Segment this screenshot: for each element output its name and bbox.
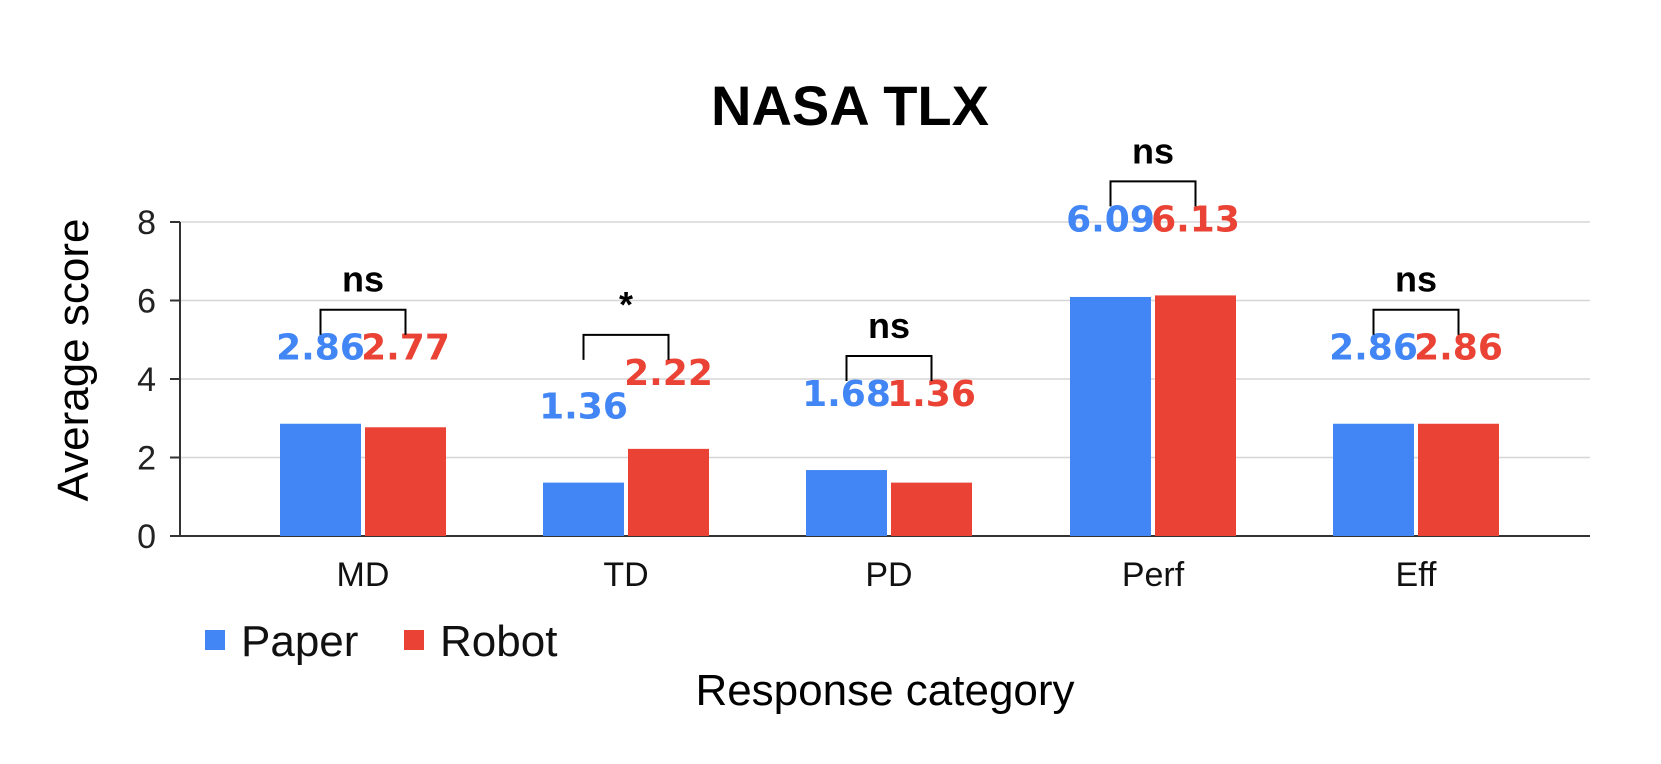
y-axis-title: Average score [49, 219, 98, 502]
bar-robot-eff [1418, 423, 1499, 536]
significance-label-md: ns [342, 259, 384, 300]
bar-robot-pd [891, 482, 972, 536]
x-tick-label-md: MD [337, 556, 390, 594]
significance-label-td: * [619, 284, 633, 325]
data-label-paper-td: 1.36 [539, 387, 628, 428]
y-tick-label-6: 6 [137, 283, 156, 321]
significance-bracket-eff [1372, 308, 1460, 335]
bar-robot-md [365, 427, 446, 536]
bar-paper-eff [1333, 423, 1414, 536]
grid-layer: 0 2 4 6 8 [137, 204, 1590, 556]
x-tick-label-eff: Eff [1396, 556, 1438, 594]
y-tick-label-4: 4 [137, 361, 156, 399]
legend-swatch-paper [205, 630, 225, 650]
y-tick-label-8: 8 [137, 204, 156, 242]
significance-label-perf: ns [1132, 130, 1174, 171]
bar-robot-td [628, 448, 709, 536]
bar-paper-perf [1070, 296, 1151, 536]
x-tick-label-td: TD [603, 556, 648, 594]
chart-title: NASA TLX [711, 74, 989, 137]
significance-layer: ns * ns ns ns [319, 130, 1460, 382]
x-tick-label-perf: Perf [1122, 556, 1185, 594]
significance-bracket-td [582, 333, 670, 360]
data-labels-layer: MD2.862.77TD1.362.22PD1.681.36Perf6.096.… [276, 199, 1503, 594]
significance-label-pd: ns [868, 305, 910, 346]
x-tick-label-pd: PD [865, 556, 912, 594]
significance-bracket-perf [1109, 180, 1197, 207]
significance-bracket-pd [845, 355, 933, 382]
y-tick-label-2: 2 [137, 440, 156, 478]
legend-label-robot: Robot [440, 617, 557, 666]
bar-paper-td [543, 482, 624, 536]
bar-robot-perf [1155, 295, 1236, 536]
bar-paper-md [280, 423, 361, 536]
legend-label-paper: Paper [241, 617, 358, 666]
significance-bracket-md [319, 308, 407, 335]
legend-swatch-robot [404, 630, 424, 650]
bars-layer [280, 295, 1499, 536]
bar-paper-pd [806, 470, 887, 536]
y-tick-label-0: 0 [137, 518, 156, 556]
legend: Paper Robot [205, 617, 557, 666]
x-axis-title: Response category [695, 666, 1074, 715]
significance-label-eff: ns [1395, 259, 1437, 300]
